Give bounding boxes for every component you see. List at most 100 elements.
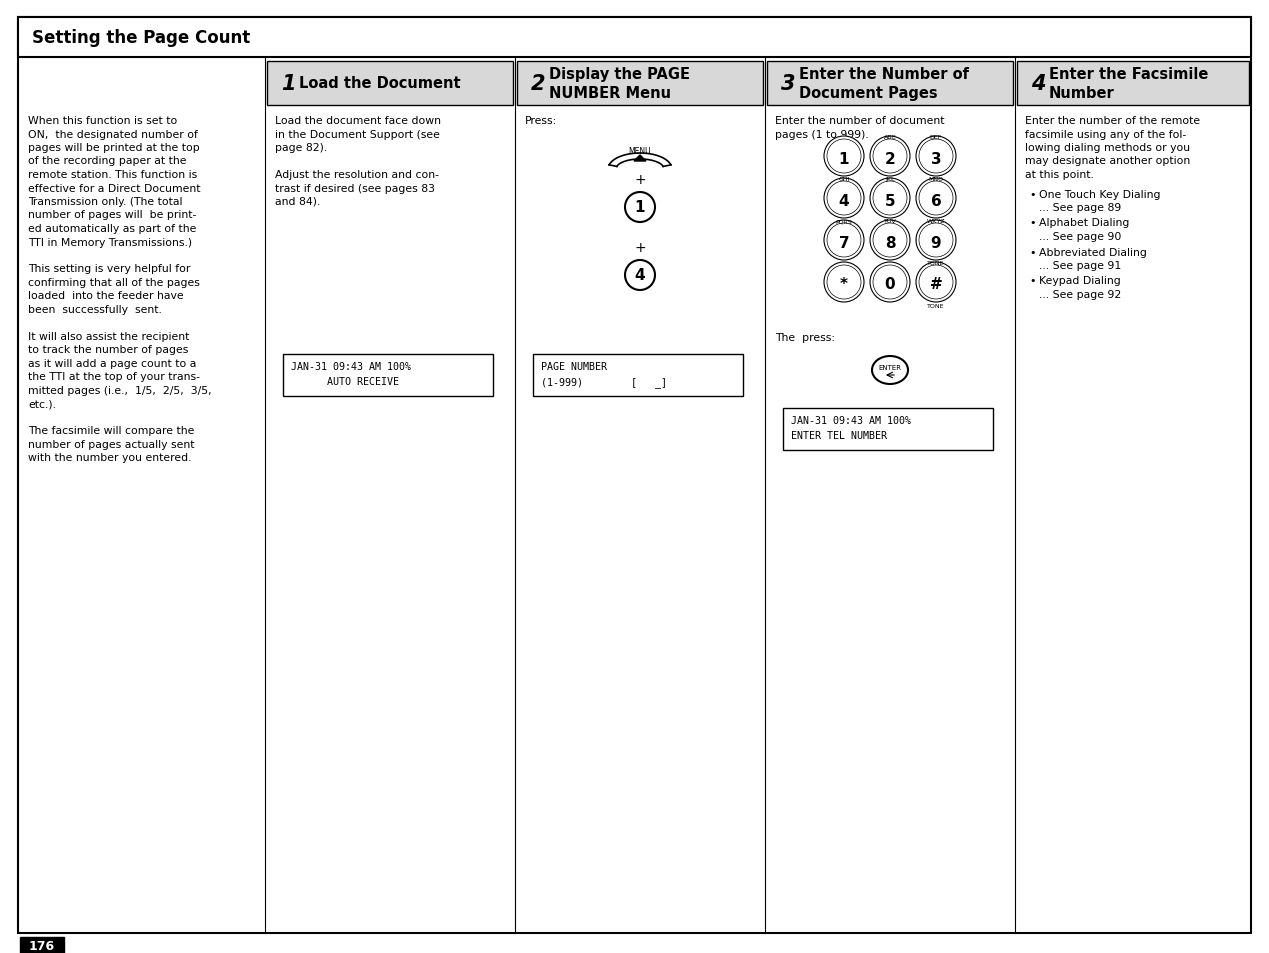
Ellipse shape: [824, 263, 864, 303]
Text: 3: 3: [780, 74, 796, 94]
Text: JKL: JKL: [886, 177, 895, 182]
Text: 1: 1: [280, 74, 296, 94]
Text: 6: 6: [930, 193, 942, 209]
Text: DEF: DEF: [930, 135, 942, 140]
Text: One Touch Key Dialing: One Touch Key Dialing: [1039, 190, 1160, 199]
Text: +: +: [634, 241, 646, 254]
Text: Load the document face down: Load the document face down: [275, 116, 442, 126]
Text: 1: 1: [839, 152, 849, 167]
Ellipse shape: [871, 137, 910, 177]
Ellipse shape: [872, 356, 909, 385]
Bar: [516, 62, 763, 106]
Bar: [18, 18, 1251, 58]
Bar: [766, 62, 1013, 106]
Text: The facsimile will compare the: The facsimile will compare the: [28, 426, 194, 436]
Text: +: +: [634, 172, 646, 187]
Text: 9: 9: [930, 235, 942, 251]
Text: JAN-31 09:43 AM 100%: JAN-31 09:43 AM 100%: [791, 416, 911, 426]
Text: remote station. This function is: remote station. This function is: [28, 170, 197, 180]
Text: PQRS: PQRS: [835, 219, 853, 224]
Text: Press:: Press:: [525, 116, 557, 126]
Text: Keypad Dialing: Keypad Dialing: [1039, 276, 1121, 286]
Bar: [783, 409, 994, 451]
Ellipse shape: [916, 263, 956, 303]
Ellipse shape: [873, 224, 907, 257]
Text: Enter the Number of: Enter the Number of: [799, 67, 970, 82]
Ellipse shape: [824, 221, 864, 261]
Ellipse shape: [824, 179, 864, 219]
Text: ed automatically as part of the: ed automatically as part of the: [28, 224, 197, 233]
Text: Setting the Page Count: Setting the Page Count: [32, 29, 250, 47]
Text: Abbreviated Dialing: Abbreviated Dialing: [1039, 247, 1147, 257]
Text: effective for a Direct Document: effective for a Direct Document: [28, 183, 201, 193]
Text: pages will be printed at the top: pages will be printed at the top: [28, 143, 199, 152]
Text: •: •: [1029, 190, 1036, 199]
Text: 1: 1: [634, 200, 645, 215]
Text: When this function is set to: When this function is set to: [28, 116, 178, 126]
Text: Alphabet Dialing: Alphabet Dialing: [1039, 218, 1129, 229]
Text: 5: 5: [884, 193, 896, 209]
Text: may designate another option: may designate another option: [1025, 156, 1190, 167]
Ellipse shape: [824, 137, 864, 177]
Text: 3: 3: [930, 152, 942, 167]
Text: as it will add a page count to a: as it will add a page count to a: [28, 358, 197, 369]
Text: MENU: MENU: [628, 148, 651, 156]
Ellipse shape: [916, 179, 956, 219]
Bar: [266, 62, 513, 106]
Ellipse shape: [871, 179, 910, 219]
Text: to track the number of pages: to track the number of pages: [28, 345, 188, 355]
Text: Enter the Facsimile: Enter the Facsimile: [1049, 67, 1208, 82]
Text: •: •: [1029, 276, 1036, 286]
Text: 2: 2: [530, 74, 546, 94]
Ellipse shape: [626, 261, 655, 291]
Text: AUTO RECEIVE: AUTO RECEIVE: [291, 376, 398, 387]
Text: NUMBER Menu: NUMBER Menu: [549, 86, 671, 101]
Text: 0: 0: [884, 277, 896, 293]
Ellipse shape: [871, 263, 910, 303]
Bar: [20, 937, 63, 953]
Text: Load the Document: Load the Document: [299, 76, 461, 91]
Bar: [283, 355, 492, 396]
Text: loaded  into the feeder have: loaded into the feeder have: [28, 292, 184, 301]
Text: Transmission only. (The total: Transmission only. (The total: [28, 196, 183, 207]
Text: It will also assist the recipient: It will also assist the recipient: [28, 332, 189, 341]
Text: mitted pages (i.e.,  1/5,  2/5,  3/5,: mitted pages (i.e., 1/5, 2/5, 3/5,: [28, 386, 212, 395]
Text: at this point.: at this point.: [1025, 170, 1094, 180]
Text: Adjust the resolution and con-: Adjust the resolution and con-: [275, 170, 439, 180]
Text: the TTI at the top of your trans-: the TTI at the top of your trans-: [28, 372, 201, 382]
Ellipse shape: [916, 137, 956, 177]
Text: number of pages will  be print-: number of pages will be print-: [28, 211, 197, 220]
Text: PAGE NUMBER: PAGE NUMBER: [541, 361, 607, 372]
Ellipse shape: [871, 221, 910, 261]
Text: in the Document Support (see: in the Document Support (see: [275, 130, 440, 139]
Text: This setting is very helpful for: This setting is very helpful for: [28, 264, 190, 274]
Text: trast if desired (see pages 83: trast if desired (see pages 83: [275, 183, 435, 193]
Text: GHI: GHI: [839, 177, 850, 182]
Ellipse shape: [873, 182, 907, 215]
Ellipse shape: [626, 193, 655, 223]
Text: facsimile using any of the fol-: facsimile using any of the fol-: [1025, 130, 1187, 139]
Text: page 82).: page 82).: [275, 143, 327, 152]
Ellipse shape: [827, 266, 860, 299]
Text: ABC: ABC: [883, 135, 896, 140]
Text: TUV: TUV: [883, 219, 896, 224]
Text: been  successfully  sent.: been successfully sent.: [28, 305, 162, 314]
Text: ENTER TEL NUMBER: ENTER TEL NUMBER: [791, 431, 887, 440]
Ellipse shape: [873, 266, 907, 299]
Text: JAN-31 09:43 AM 100%: JAN-31 09:43 AM 100%: [291, 361, 411, 372]
Text: ... See page 91: ... See page 91: [1039, 261, 1122, 271]
Ellipse shape: [873, 140, 907, 173]
Ellipse shape: [919, 266, 953, 299]
Bar: [1016, 62, 1249, 106]
Text: Display the PAGE: Display the PAGE: [549, 67, 690, 82]
Text: pages (1 to 999).: pages (1 to 999).: [775, 130, 869, 139]
Text: Enter the number of document: Enter the number of document: [775, 116, 944, 126]
Ellipse shape: [919, 182, 953, 215]
Text: (1-999)        [   _]: (1-999) [ _]: [541, 376, 667, 388]
Text: ... See page 89: ... See page 89: [1039, 203, 1122, 213]
Text: with the number you entered.: with the number you entered.: [28, 453, 192, 463]
Text: *: *: [840, 277, 848, 293]
Text: confirming that all of the pages: confirming that all of the pages: [28, 277, 201, 288]
Text: #: #: [930, 277, 943, 293]
Text: •: •: [1029, 218, 1036, 229]
